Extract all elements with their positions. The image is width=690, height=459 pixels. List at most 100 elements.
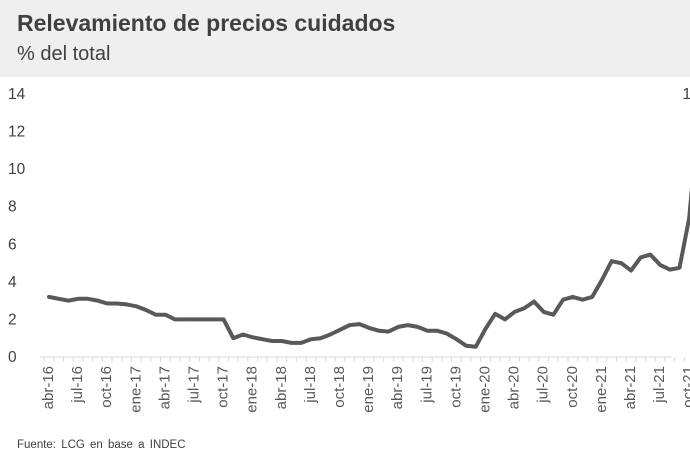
data-point bbox=[241, 333, 245, 336]
data-point bbox=[619, 261, 623, 265]
data-point bbox=[571, 295, 575, 299]
x-tick-label: jul-16 bbox=[69, 366, 86, 404]
data-point bbox=[455, 337, 458, 341]
data-point bbox=[183, 318, 187, 321]
data-point bbox=[581, 298, 584, 302]
data-point bbox=[425, 329, 429, 333]
data-point bbox=[290, 341, 293, 345]
x-tick-label: oct-16 bbox=[98, 366, 115, 408]
data-point bbox=[532, 300, 536, 303]
y-tick-label: 14 bbox=[8, 86, 26, 103]
chart-title: Relevamiento de precios cuidados bbox=[17, 10, 396, 36]
y-tick-label: 8 bbox=[8, 199, 17, 216]
data-point bbox=[154, 313, 158, 317]
data-point bbox=[484, 327, 487, 331]
data-point bbox=[377, 329, 381, 333]
data-point bbox=[513, 310, 516, 314]
x-tick-label: ene-17 bbox=[127, 366, 144, 413]
data-point bbox=[387, 330, 390, 334]
data-point bbox=[464, 344, 468, 348]
x-tick-label: ene-18 bbox=[244, 366, 261, 413]
series-line bbox=[47, 186, 690, 349]
data-point bbox=[445, 332, 449, 335]
data-point bbox=[668, 268, 672, 272]
data-point bbox=[610, 259, 613, 263]
x-tick-label: jul-18 bbox=[302, 366, 319, 404]
y-tick-label: 0 bbox=[8, 349, 17, 366]
y-tick-label: 4 bbox=[8, 274, 17, 291]
data-point bbox=[309, 337, 313, 341]
x-tick-label: abr-18 bbox=[273, 366, 290, 409]
chart-subtitle: % del total bbox=[17, 43, 111, 65]
x-tick-label: oct-17 bbox=[215, 366, 232, 408]
x-tick-label: ene-21 bbox=[593, 366, 610, 413]
data-label: 13,1 bbox=[682, 86, 690, 103]
data-point bbox=[212, 318, 216, 321]
data-point bbox=[105, 302, 109, 305]
data-point bbox=[202, 318, 206, 321]
x-tick-label: oct-19 bbox=[447, 366, 464, 408]
x-tick-label: abr-21 bbox=[622, 366, 639, 409]
x-tick-label: jul-21 bbox=[651, 366, 668, 404]
data-point bbox=[658, 263, 662, 267]
data-point bbox=[358, 322, 361, 326]
data-point bbox=[338, 328, 342, 332]
y-tick-label: 12 bbox=[8, 124, 25, 141]
data-point bbox=[561, 298, 565, 302]
data-point bbox=[115, 302, 119, 305]
chart-header: Relevamiento de precios cuidados % del t… bbox=[0, 0, 690, 77]
data-point bbox=[649, 253, 652, 257]
data-point bbox=[134, 304, 138, 308]
data-point bbox=[367, 326, 371, 330]
data-point bbox=[396, 325, 400, 329]
data-point bbox=[231, 336, 235, 340]
data-point bbox=[629, 269, 633, 272]
x-tick-label: ene-20 bbox=[477, 366, 494, 413]
x-axis: abr-16 jul-16 oct-16 ene-17 abr-17 jul-17 oct-… bbox=[40, 366, 690, 413]
x-tick-label: oct-20 bbox=[564, 366, 581, 408]
data-point bbox=[590, 295, 594, 299]
data-point bbox=[474, 345, 478, 349]
data-point bbox=[280, 339, 284, 343]
data-point bbox=[86, 297, 90, 301]
y-tick-label: 6 bbox=[8, 236, 17, 253]
source-note: Fuente: LCG en base a INDEC bbox=[17, 439, 186, 451]
data-point bbox=[416, 325, 419, 329]
data-point bbox=[600, 278, 604, 282]
data-point bbox=[406, 323, 410, 327]
data-point bbox=[348, 323, 352, 327]
data-point bbox=[522, 306, 526, 310]
x-tick-label: jul-17 bbox=[186, 366, 203, 404]
data-point bbox=[435, 329, 439, 333]
data-point bbox=[639, 256, 643, 259]
x-tick-label: abr-17 bbox=[156, 366, 173, 409]
data-point bbox=[76, 297, 80, 301]
data-point bbox=[57, 297, 61, 301]
data-point bbox=[96, 299, 99, 303]
x-tick-label: oct-21 bbox=[680, 366, 690, 408]
y-tick-label: 2 bbox=[8, 311, 17, 328]
data-point bbox=[270, 339, 274, 343]
y-tick-label: 10 bbox=[8, 161, 26, 178]
data-point bbox=[173, 318, 177, 321]
x-tick-label: oct-18 bbox=[331, 366, 348, 408]
y-axis: 0 2 4 6 8 10 12 14 bbox=[8, 86, 26, 366]
data-point bbox=[542, 310, 546, 314]
data-point bbox=[144, 308, 148, 312]
data-point bbox=[251, 335, 255, 339]
x-tick-label: ene-19 bbox=[360, 366, 377, 413]
x-tick-label: jul-20 bbox=[535, 366, 552, 404]
x-axis-ticks bbox=[43, 357, 685, 362]
data-point bbox=[222, 318, 226, 321]
data-point bbox=[678, 266, 681, 270]
x-tick-label: abr-20 bbox=[506, 366, 523, 409]
x-tick-label: jul-19 bbox=[418, 366, 435, 404]
data-point bbox=[319, 336, 322, 340]
data-point bbox=[125, 303, 128, 306]
data-point bbox=[67, 299, 70, 303]
data-point bbox=[164, 313, 167, 317]
data-point bbox=[552, 313, 555, 317]
data-point bbox=[328, 333, 332, 336]
